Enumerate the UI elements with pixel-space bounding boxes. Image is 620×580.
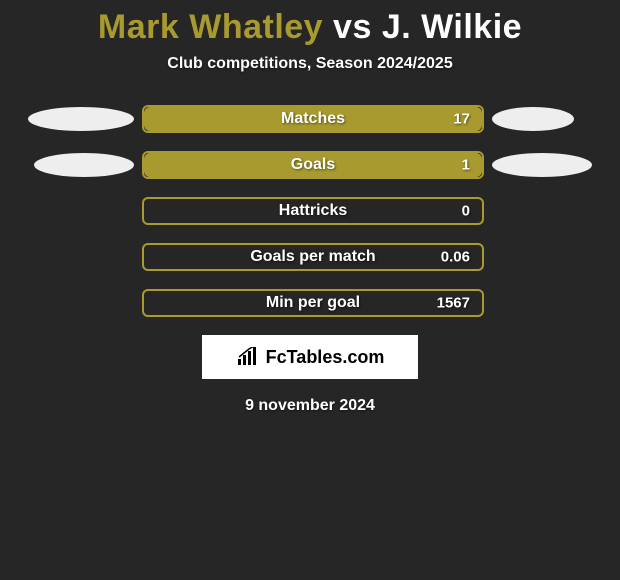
date-text: 9 november 2024 <box>0 397 620 415</box>
stat-label: Hattricks <box>279 202 347 220</box>
left-ellipse <box>28 107 134 131</box>
chart-icon <box>236 347 260 367</box>
stat-value: 1 <box>462 157 470 174</box>
badge-text: FcTables.com <box>266 347 385 368</box>
right-ellipse <box>492 153 592 177</box>
title-player1: Mark Whatley <box>98 8 323 46</box>
left-ellipse <box>34 153 134 177</box>
stat-bar: Min per goal 1567 <box>142 289 484 317</box>
title-player2: J. Wilkie <box>382 8 522 46</box>
stat-row: Goals per match 0.06 <box>0 243 620 271</box>
stat-row: Min per goal 1567 <box>0 289 620 317</box>
source-badge: FcTables.com <box>202 335 418 379</box>
stat-value: 1567 <box>437 295 470 312</box>
title-vs: vs <box>323 8 382 46</box>
stat-bar: Goals per match 0.06 <box>142 243 484 271</box>
stat-label: Goals per match <box>250 248 375 266</box>
stat-row: Hattricks 0 <box>0 197 620 225</box>
right-ellipse <box>492 107 574 131</box>
stat-value: 0.06 <box>441 249 470 266</box>
stat-label: Min per goal <box>266 294 360 312</box>
stat-label: Goals <box>291 156 335 174</box>
stat-bar: Matches 17 <box>142 105 484 133</box>
stat-row: Goals 1 <box>0 151 620 179</box>
stat-bar: Hattricks 0 <box>142 197 484 225</box>
stats-bars: Matches 17 Goals 1 Hattricks 0 Goals per match… <box>0 105 620 317</box>
page-title: Mark Whatley vs J. Wilkie <box>0 0 620 47</box>
stat-bar: Goals 1 <box>142 151 484 179</box>
stat-value: 17 <box>453 111 470 128</box>
subtitle: Club competitions, Season 2024/2025 <box>0 55 620 73</box>
stat-row: Matches 17 <box>0 105 620 133</box>
stat-label: Matches <box>281 110 345 128</box>
stat-value: 0 <box>462 203 470 220</box>
